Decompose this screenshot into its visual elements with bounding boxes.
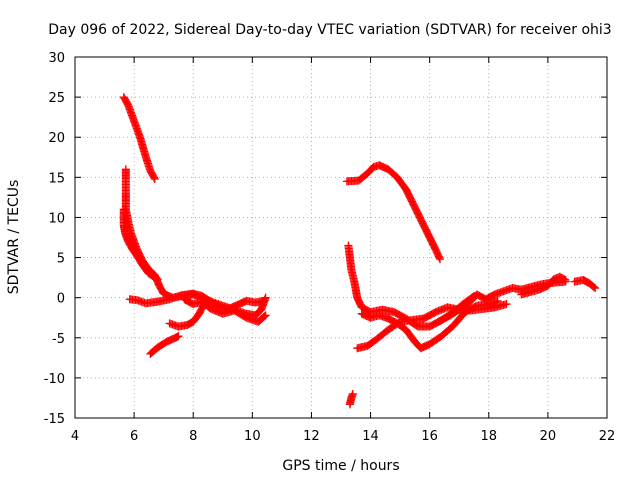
series-arc-g [165,298,210,331]
data-point [153,275,162,284]
data-point [200,299,209,308]
y-tick-label: 0 [57,292,65,307]
x-tick-label: 16 [421,429,438,444]
grid-lines [75,57,607,418]
y-tick-label: 25 [48,91,65,106]
y-tick-label: 10 [48,211,65,226]
series-arc-o [570,276,600,293]
y-tick-label: 20 [48,131,65,146]
series-arc-f [146,332,183,358]
series-arc-d [125,289,269,313]
series-arc-n [517,272,570,299]
data-point [591,284,600,293]
data-point [174,332,183,341]
x-tick-label: 10 [244,429,261,444]
series-arc-m [434,277,570,326]
y-tick-label: -15 [44,412,65,427]
series-arc-i [357,296,502,353]
y-tick-label: 5 [57,252,65,267]
x-axis-label: GPS time / hours [282,458,399,474]
y-tick-label: -10 [44,372,65,387]
series-arc-c [119,205,162,284]
x-tick-label: 4 [71,429,79,444]
series-arc-e [180,295,270,326]
x-tick-label: 18 [481,429,498,444]
data-point [561,276,570,285]
series-arc-a [119,93,159,183]
x-tick-label: 22 [599,429,616,444]
data-point [150,174,159,183]
plot-frame [74,56,608,419]
y-tick-label: 30 [48,51,65,66]
data-point [152,274,161,283]
series-arc-k [345,389,357,409]
data-point [261,311,270,320]
data-point [150,173,159,182]
data-point [201,298,210,307]
y-tick-label: 15 [48,171,65,186]
data-point [436,255,445,264]
series-arc-j [342,161,445,264]
y-axis-label: SDTVAR / TECUs [6,180,22,295]
data-point [502,300,511,309]
x-tick-label: 8 [189,429,197,444]
data-point [589,283,598,292]
x-tick-label: 12 [303,429,320,444]
x-tick-label: 6 [130,429,138,444]
chart-title: Day 096 of 2022, Sidereal Day-to-day VTE… [48,22,611,38]
x-tick-label: 14 [362,429,379,444]
data-point [260,296,269,305]
y-tick-label: -5 [52,332,65,347]
data-points [119,93,600,409]
data-point [348,389,357,398]
data-point [260,312,269,321]
x-tick-label: 20 [540,429,557,444]
